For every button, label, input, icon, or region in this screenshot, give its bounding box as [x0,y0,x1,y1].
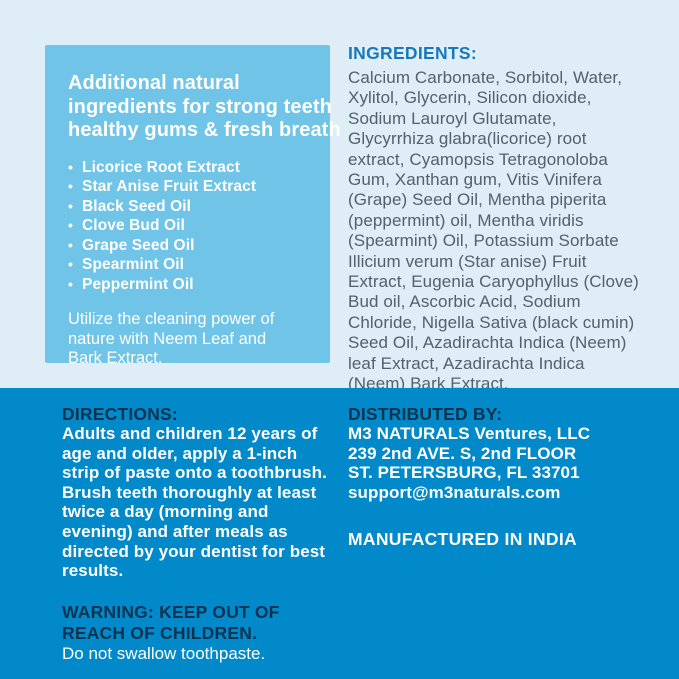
list-item-label: Spearmint Oil [82,256,185,273]
bullet-icon: • [68,217,74,233]
neem-note: Utilize the cleaning power of nature wit… [68,310,275,367]
distributor-address-line: ST. PETERSBURG, FL 33701 [348,463,580,483]
list-item: • Grape Seed Oil [68,236,316,256]
list-item-label: Grape Seed Oil [82,236,195,254]
panel-heading: Additional natural ingredients for stron… [68,72,341,143]
panel-heading-line: ingredients for strong teeth [68,95,332,118]
ingredients-section: INGREDIENTS: Calcium Carbonate, Sorbitol… [348,43,646,395]
distributed-by-heading: DISTRIBUTED BY: [348,404,503,424]
list-item: • Black Seed Oil [68,197,316,217]
ingredients-body: Calcium Carbonate, Sorbitol, Water, Xyli… [348,68,639,394]
manufactured-in-india: MANUFACTURED IN INDIA [348,529,577,550]
list-item: • Peppermint Oil [68,275,316,295]
ingredients-heading: INGREDIENTS: [348,43,478,63]
panel-heading-line: healthy gums & fresh breath [68,119,341,141]
bottom-info-band: DIRECTIONS: Adults and children 12 years… [0,388,679,679]
list-item-label: Peppermint Oil [82,275,194,293]
directions-body: Adults and children 12 years of age and … [62,424,327,581]
directions-heading: DIRECTIONS: [62,404,178,424]
list-item-label: Licorice Root Extract [82,158,241,176]
list-item: • Star Anise Fruit Extract [68,177,316,197]
distributor-email: support@m3naturals.com [348,482,561,502]
bullet-icon: • [68,158,74,175]
warning-body: Do not swallow toothpaste. [62,643,266,663]
list-item-label: Black Seed Oil [82,197,192,215]
list-item: • Licorice Root Extract [68,158,316,178]
list-item: • Clove Bud Oil [68,216,316,236]
list-item-label: Clove Bud Oil [82,217,185,234]
bullet-icon: • [68,256,74,272]
warning-block: WARNING: KEEP OUT OF REACH OF CHILDREN. … [62,602,334,664]
list-item-label: Star Anise Fruit Extract [82,178,257,195]
panel-heading-line: Additional natural [68,72,240,94]
natural-ingredients-list: • Licorice Root Extract • Star Anise Fruit… [68,158,316,295]
natural-ingredients-panel: Additional natural ingredients for stron… [45,45,341,367]
bullet-icon: • [68,275,74,292]
distributor-name: M3 NATURALS Ventures, LLC [348,424,591,443]
bullet-icon: • [68,178,74,194]
distributor-column: DISTRIBUTED BY: M3 NATURALS Ventures, LL… [348,404,648,550]
distributor-address-line: 239 2nd AVE. S, 2nd FLOOR [348,443,577,463]
bullet-icon: • [68,236,74,253]
list-item: • Spearmint Oil [68,255,316,275]
bullet-icon: • [68,197,74,214]
warning-heading: WARNING: KEEP OUT OF REACH OF CHILDREN. [62,601,280,643]
directions-column: DIRECTIONS: Adults and children 12 years… [62,404,334,663]
